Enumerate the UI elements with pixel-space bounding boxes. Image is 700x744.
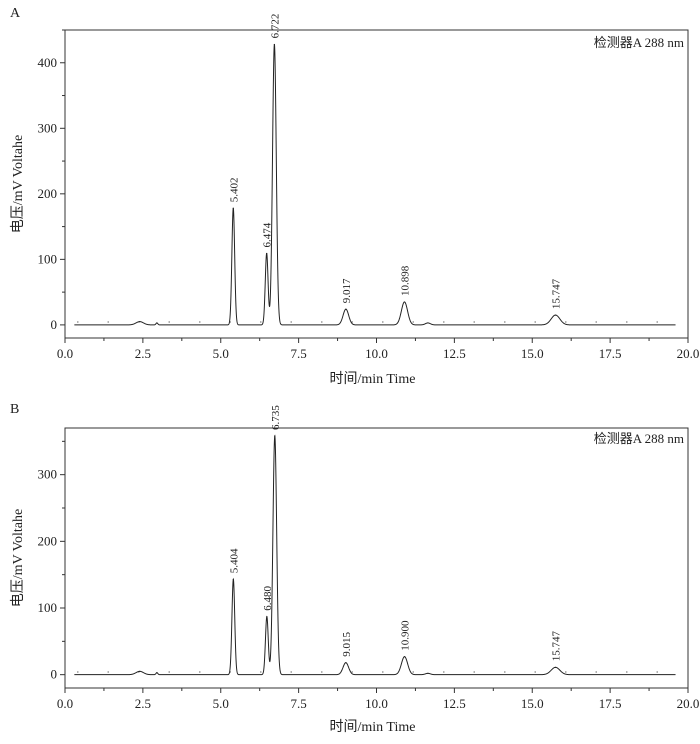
peak-apex [232, 207, 234, 209]
x-tick-label: 5.0 [213, 696, 229, 711]
y-tick-label: 0 [51, 317, 58, 332]
peak-apex [554, 314, 557, 316]
peak-apex [139, 670, 141, 672]
peak-retention-label: 6.735 [270, 405, 282, 430]
peak-apex [156, 672, 158, 674]
y-tick-label: 100 [38, 600, 58, 615]
peak-apex [266, 616, 268, 618]
y-tick-label: 100 [38, 251, 58, 266]
x-tick-label: 17.5 [599, 696, 622, 711]
peak-apex [554, 666, 557, 668]
peak-retention-label: 5.402 [228, 177, 240, 202]
peak-retention-label: 9.017 [341, 278, 353, 303]
x-axis-label: 时间/min Time [330, 719, 416, 735]
peak-apex [427, 672, 429, 674]
x-tick-label: 20.0 [677, 346, 700, 361]
x-tick-label: 0.0 [57, 696, 73, 711]
peak-apex [403, 656, 406, 658]
x-tick-label: 15.0 [521, 346, 544, 361]
peak-apex [403, 301, 406, 303]
x-tick-label: 12.5 [443, 346, 466, 361]
x-tick-label: 12.5 [443, 696, 466, 711]
x-tick-label: 5.0 [213, 346, 229, 361]
detector-label: 检测器A 288 nm [594, 35, 684, 50]
x-tick-label: 10.0 [365, 346, 388, 361]
panel-letter: A [10, 6, 21, 21]
y-tick-label: 300 [38, 467, 58, 482]
detector-label: 检测器A 288 nm [594, 431, 684, 446]
peak-apex [156, 322, 158, 324]
peak-retention-label: 15.747 [551, 631, 563, 662]
peak-apex [266, 252, 268, 255]
y-tick-label: 200 [38, 186, 58, 201]
peak-apex [232, 578, 234, 580]
x-tick-label: 7.5 [291, 346, 307, 361]
peak-retention-label: 15.747 [551, 278, 563, 309]
peak-apex [427, 322, 429, 324]
chromatogram-trace [74, 434, 676, 676]
peak-retention-label: 6.474 [262, 222, 274, 247]
chromatogram-panel-a: A 0.0 2.5 5.0 7.5 10.0 12.5 15.0 17.5 20.0 时间/min … [10, 6, 699, 387]
peak-retention-label: 5.404 [228, 548, 240, 573]
peak-apex [345, 308, 347, 310]
y-axis-label: 电压/mV Voltahe [10, 509, 26, 607]
plot-frame [64, 427, 689, 688]
peak-retention-label: 6.480 [262, 585, 274, 610]
peak-apex [345, 662, 347, 664]
y-tick-label: 300 [38, 120, 58, 135]
plot-frame [64, 29, 689, 338]
y-axis-label: 电压/mV Voltahe [10, 135, 26, 233]
x-tick-label: 17.5 [599, 346, 622, 361]
chromatogram-trace [74, 44, 676, 326]
x-tick-label: 2.5 [135, 696, 151, 711]
x-tick-label: 20.0 [677, 696, 700, 711]
peak-apex [273, 43, 275, 46]
x-tick-label: 7.5 [291, 696, 307, 711]
x-tick-label: 10.0 [365, 696, 388, 711]
x-tick-label: 15.0 [521, 696, 544, 711]
y-tick-label: 0 [51, 667, 58, 682]
x-axis-label: 时间/min Time [330, 371, 416, 387]
x-tick-label: 2.5 [135, 346, 151, 361]
peak-apex [274, 435, 276, 437]
x-tick-label: 0.0 [57, 346, 73, 361]
peak-retention-label: 10.898 [400, 265, 412, 296]
panel-letter: B [10, 402, 19, 417]
y-tick-label: 400 [38, 55, 58, 70]
peak-retention-label: 9.015 [341, 631, 353, 656]
y-tick-label: 200 [38, 533, 58, 548]
peak-retention-label: 6.722 [269, 14, 281, 39]
peak-retention-label: 10.900 [400, 620, 412, 651]
chromatogram-panel-b: B 0.0 2.5 5.0 7.5 10.0 12.5 15.0 17.5 20.0 时间/min … [10, 402, 699, 735]
peak-apex [139, 321, 141, 323]
